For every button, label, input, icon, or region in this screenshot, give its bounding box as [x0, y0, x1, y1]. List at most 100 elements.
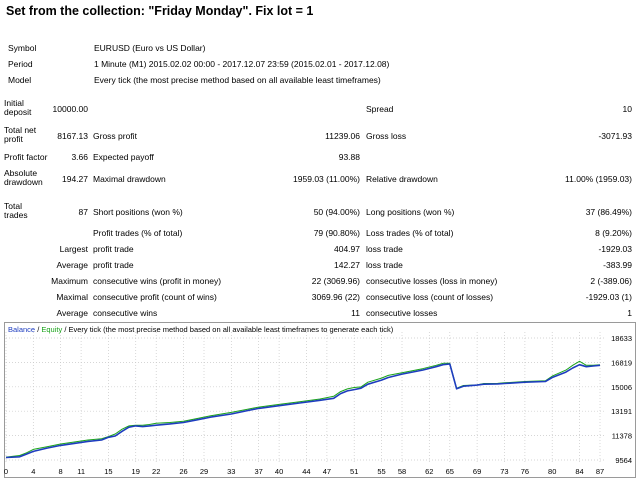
maximum-label: Maximum: [51, 276, 88, 286]
gross-loss-label: Gross loss: [366, 131, 407, 141]
model-value: Every tick (the most precise method base…: [94, 75, 381, 85]
symbol-label: Symbol: [8, 43, 37, 53]
spread-label: Spread: [366, 104, 394, 114]
short-positions-value: 50 (94.00%): [313, 207, 360, 217]
x-tick-label: 84: [575, 467, 583, 476]
initial-deposit-value: 10000.00: [52, 104, 88, 114]
y-tick-label: 11378: [612, 432, 632, 441]
average-profit-label: profit trade: [93, 260, 134, 270]
maximal-cons-profit-label: consecutive profit (count of wins): [93, 292, 217, 302]
balance-series-line: [5, 363, 601, 459]
maximal-cons-profit-value: 3069.96 (22): [311, 292, 360, 302]
x-tick-label: 11: [77, 467, 85, 476]
average-profit-value: 142.27: [334, 260, 360, 270]
x-tick-label: 19: [132, 467, 140, 476]
profit-trades-label: Profit trades (% of total): [93, 228, 183, 238]
y-tick-label: 15006: [611, 383, 632, 392]
initial-deposit-label: Initial deposit: [4, 98, 32, 117]
x-tick-label: 0: [4, 467, 8, 476]
balance-chart: 18633 16819 15006 13191 11378 9564 0 4 8 11 15 19 22…: [4, 322, 636, 478]
legend-balance: Balance: [8, 325, 36, 334]
x-tick-label: 4: [31, 467, 35, 476]
expected-payoff-label: Expected payoff: [93, 152, 154, 162]
x-tick-label: 58: [398, 467, 406, 476]
x-tick-label: 22: [152, 467, 160, 476]
total-net-profit-label: Total net profit: [4, 125, 37, 144]
x-tick-label: 80: [548, 467, 556, 476]
average2-label: Average: [56, 308, 88, 318]
x-tick-label: 40: [275, 467, 283, 476]
period-label: Period: [8, 59, 33, 69]
x-tick-label: 69: [473, 467, 481, 476]
legend-sep-2: /: [62, 325, 69, 334]
y-tick-label: 9564: [615, 456, 632, 465]
legend-description: Every tick (the most precise method base…: [68, 325, 394, 334]
x-tick-label: 29: [200, 467, 208, 476]
gross-profit-value: 11239.06: [325, 131, 360, 141]
profit-factor-label: Profit factor: [4, 152, 48, 162]
profit-trades-value: 79 (90.80%): [313, 228, 360, 238]
max-cons-losses-label: consecutive losses (loss in money): [366, 276, 498, 286]
maximal-cons-loss-label: consecutive loss (count of losses): [366, 292, 494, 302]
maximal-cons-loss-value: -1929.03 (1): [585, 292, 632, 302]
largest-profit-value: 404.97: [334, 244, 360, 254]
relative-drawdown-value: 11.00% (1959.03): [565, 174, 632, 184]
x-tick-label: 37: [254, 467, 262, 476]
max-cons-losses-value: 2 (-389.06): [590, 276, 632, 286]
average-label: Average: [56, 260, 88, 270]
largest-loss-value: -1929.03: [598, 244, 632, 254]
total-trades-label: Total trades: [4, 201, 28, 220]
largest-loss-label: loss trade: [366, 244, 403, 254]
x-tick-label: 51: [350, 467, 358, 476]
average-loss-label: loss trade: [366, 260, 403, 270]
avg-cons-losses-label: consecutive losses: [366, 308, 438, 318]
loss-trades-label: Loss trades (% of total): [366, 228, 454, 238]
long-positions-label: Long positions (won %): [366, 207, 455, 217]
gross-loss-value: -3071.93: [598, 131, 632, 141]
max-cons-wins-label: consecutive wins (profit in money): [93, 276, 222, 286]
avg-cons-wins-value: 11: [351, 308, 360, 318]
period-value: 1 Minute (M1) 2015.02.02 00:00 - 2017.12…: [94, 59, 390, 69]
x-tick-label: 65: [446, 467, 454, 476]
x-tick-label: 47: [323, 467, 331, 476]
maximal-drawdown-value: 1959.03 (11.00%): [293, 174, 360, 184]
avg-cons-losses-value: 1: [627, 308, 632, 318]
max-cons-wins-value: 22 (3069.96): [311, 276, 360, 286]
legend-sep-1: /: [35, 325, 42, 334]
x-tick-label: 62: [425, 467, 433, 476]
largest-profit-label: profit trade: [93, 244, 134, 254]
x-tick-label: 15: [104, 467, 112, 476]
symbol-value: EURUSD (Euro vs US Dollar): [94, 43, 206, 53]
legend-equity: Equity: [41, 325, 63, 334]
avg-cons-wins-label: consecutive wins: [93, 308, 158, 318]
y-tick-label: 13191: [611, 407, 632, 416]
y-tick-label: 16819: [611, 358, 632, 367]
chart-svg: 18633 16819 15006 13191 11378 9564 0 4 8 11 15 19 22…: [4, 322, 636, 478]
absolute-drawdown-value: 194.27: [62, 174, 88, 184]
maximal-label: Maximal: [56, 292, 88, 302]
absolute-drawdown-label: Absolute drawdown: [4, 168, 43, 187]
total-net-profit-value: 8167.13: [57, 131, 88, 141]
x-tick-label: 33: [227, 467, 235, 476]
x-tick-label: 73: [500, 467, 508, 476]
long-positions-value: 37 (86.49%): [585, 207, 632, 217]
expected-payoff-value: 93.88: [338, 152, 360, 162]
profit-factor-value: 3.66: [71, 152, 88, 162]
loss-trades-value: 8 (9.20%): [595, 228, 632, 238]
gross-profit-label: Gross profit: [93, 131, 137, 141]
y-tick-label: 18633: [611, 334, 632, 343]
short-positions-label: Short positions (won %): [93, 207, 183, 217]
x-tick-label: 55: [377, 467, 385, 476]
chart-legend: Balance / Equity / Every tick (the most …: [8, 325, 393, 334]
maximal-drawdown-label: Maximal drawdown: [93, 174, 166, 184]
relative-drawdown-label: Relative drawdown: [366, 174, 438, 184]
spread-value: 10: [622, 104, 632, 114]
x-tick-label: 8: [59, 467, 63, 476]
x-tick-label: 44: [302, 467, 310, 476]
report-title: Set from the collection: "Friday Monday"…: [6, 4, 314, 18]
largest-label: Largest: [59, 244, 88, 254]
x-tick-label: 87: [596, 467, 604, 476]
x-tick-label: 76: [521, 467, 529, 476]
total-trades-value: 87: [78, 207, 88, 217]
average-loss-value: -383.99: [603, 260, 632, 270]
